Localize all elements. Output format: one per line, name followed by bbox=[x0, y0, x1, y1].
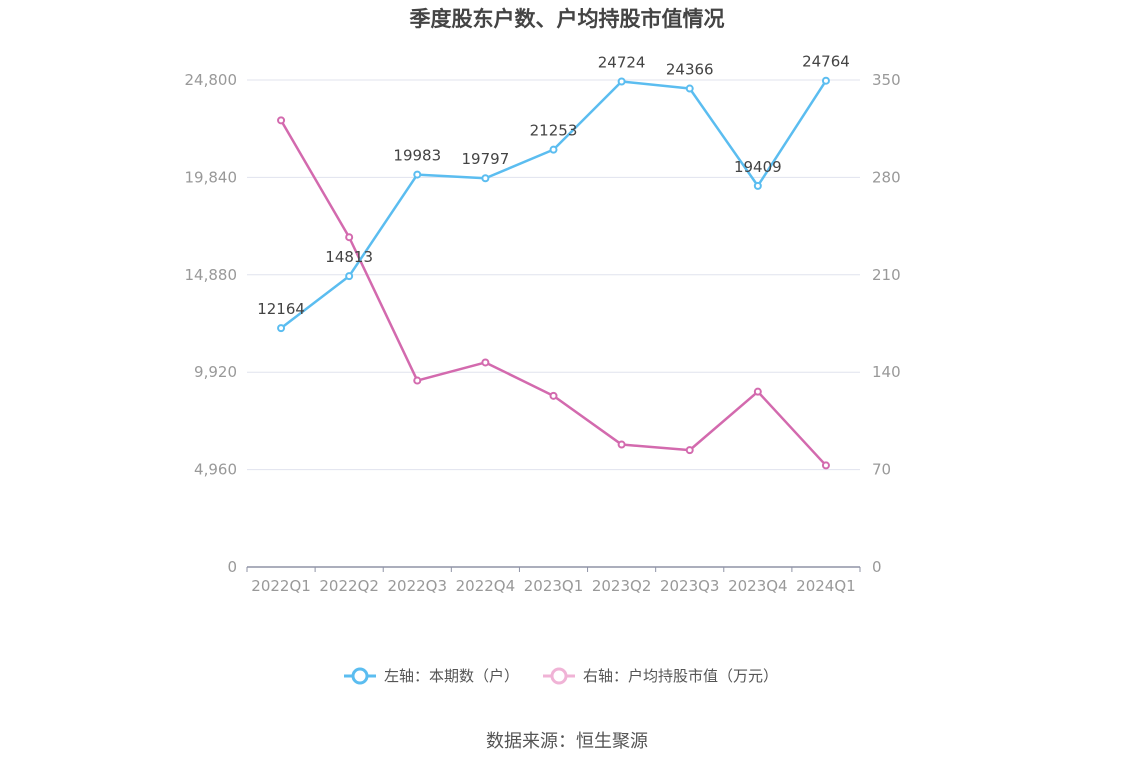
data-point-left bbox=[345, 272, 354, 281]
data-point-right bbox=[481, 358, 490, 367]
legend-item-left[interactable]: 左轴：本期数（户） bbox=[344, 667, 519, 685]
source-note: 数据来源：恒生聚源 bbox=[486, 731, 648, 752]
legend-right-label: 右轴：户均持股市值（万元） bbox=[583, 667, 778, 685]
data-point-left bbox=[821, 76, 830, 85]
right-tick-label: 210 bbox=[872, 266, 901, 284]
data-label: 24366 bbox=[666, 61, 714, 79]
x-tick-label: 2022Q3 bbox=[388, 577, 448, 595]
series-layer: 12164 14813 19983 19797 21253 24724 24366 19409… bbox=[257, 53, 850, 470]
legend-left-marker bbox=[351, 667, 369, 685]
data-label: 12164 bbox=[257, 300, 305, 318]
legend-right-marker bbox=[550, 667, 568, 685]
data-label: 19983 bbox=[393, 147, 441, 165]
right-tick-label: 70 bbox=[872, 461, 891, 479]
data-label: 24724 bbox=[598, 53, 646, 71]
data-point-left bbox=[685, 84, 694, 93]
x-tick-label: 2023Q2 bbox=[592, 577, 652, 595]
x-tick-label: 2022Q2 bbox=[319, 577, 379, 595]
chart-title: 季度股东户数、户均持股市值情况 bbox=[410, 7, 725, 31]
left-tick-label: 0 bbox=[227, 558, 237, 576]
right-tick-label: 0 bbox=[872, 558, 882, 576]
data-point-right bbox=[549, 391, 558, 400]
right-axis-ticks: 0 70 140 210 280 350 bbox=[872, 71, 901, 576]
data-point-right bbox=[345, 233, 354, 242]
right-tick-label: 140 bbox=[872, 363, 901, 381]
data-point-left bbox=[549, 145, 558, 154]
x-tick-label: 2024Q1 bbox=[796, 577, 856, 595]
right-tick-label: 280 bbox=[872, 168, 901, 186]
x-axis: 2022Q1 2022Q2 2022Q3 2022Q4 2023Q1 2023Q2 2023… bbox=[246, 566, 861, 595]
x-tick-label: 2023Q3 bbox=[660, 577, 720, 595]
data-label: 19797 bbox=[462, 150, 510, 168]
data-point-left bbox=[277, 324, 286, 333]
data-point-left bbox=[617, 77, 626, 86]
data-point-left bbox=[753, 181, 762, 190]
x-tick-label: 2022Q1 bbox=[251, 577, 311, 595]
data-label: 19409 bbox=[734, 158, 782, 176]
data-point-right bbox=[821, 461, 830, 470]
x-tick-label: 2022Q4 bbox=[456, 577, 516, 595]
legend-item-right[interactable]: 右轴：户均持股市值（万元） bbox=[543, 667, 778, 685]
left-tick-label: 24,800 bbox=[185, 71, 238, 89]
data-point-left bbox=[481, 174, 490, 183]
data-label: 24764 bbox=[802, 53, 850, 71]
data-label: 14813 bbox=[325, 248, 373, 266]
right-tick-label: 350 bbox=[872, 71, 901, 89]
legend: 左轴：本期数（户） 右轴：户均持股市值（万元） bbox=[344, 667, 778, 685]
data-point-left bbox=[413, 170, 422, 179]
x-tick-label: 2023Q1 bbox=[524, 577, 584, 595]
left-tick-label: 4,960 bbox=[194, 461, 237, 479]
series-line-left bbox=[280, 80, 827, 330]
data-point-right bbox=[413, 376, 422, 385]
left-tick-label: 19,840 bbox=[185, 168, 238, 186]
data-point-right bbox=[617, 440, 626, 449]
data-point-right bbox=[753, 387, 762, 396]
data-label: 21253 bbox=[530, 122, 578, 140]
data-point-right bbox=[277, 116, 286, 125]
left-tick-label: 14,880 bbox=[185, 266, 238, 284]
left-tick-label: 9,920 bbox=[194, 363, 237, 381]
legend-left-label: 左轴：本期数（户） bbox=[384, 667, 519, 685]
x-tick-label: 2023Q4 bbox=[728, 577, 788, 595]
left-axis-ticks: 0 4,960 9,920 14,880 19,840 24,800 bbox=[185, 71, 238, 576]
data-point-right bbox=[685, 446, 694, 455]
